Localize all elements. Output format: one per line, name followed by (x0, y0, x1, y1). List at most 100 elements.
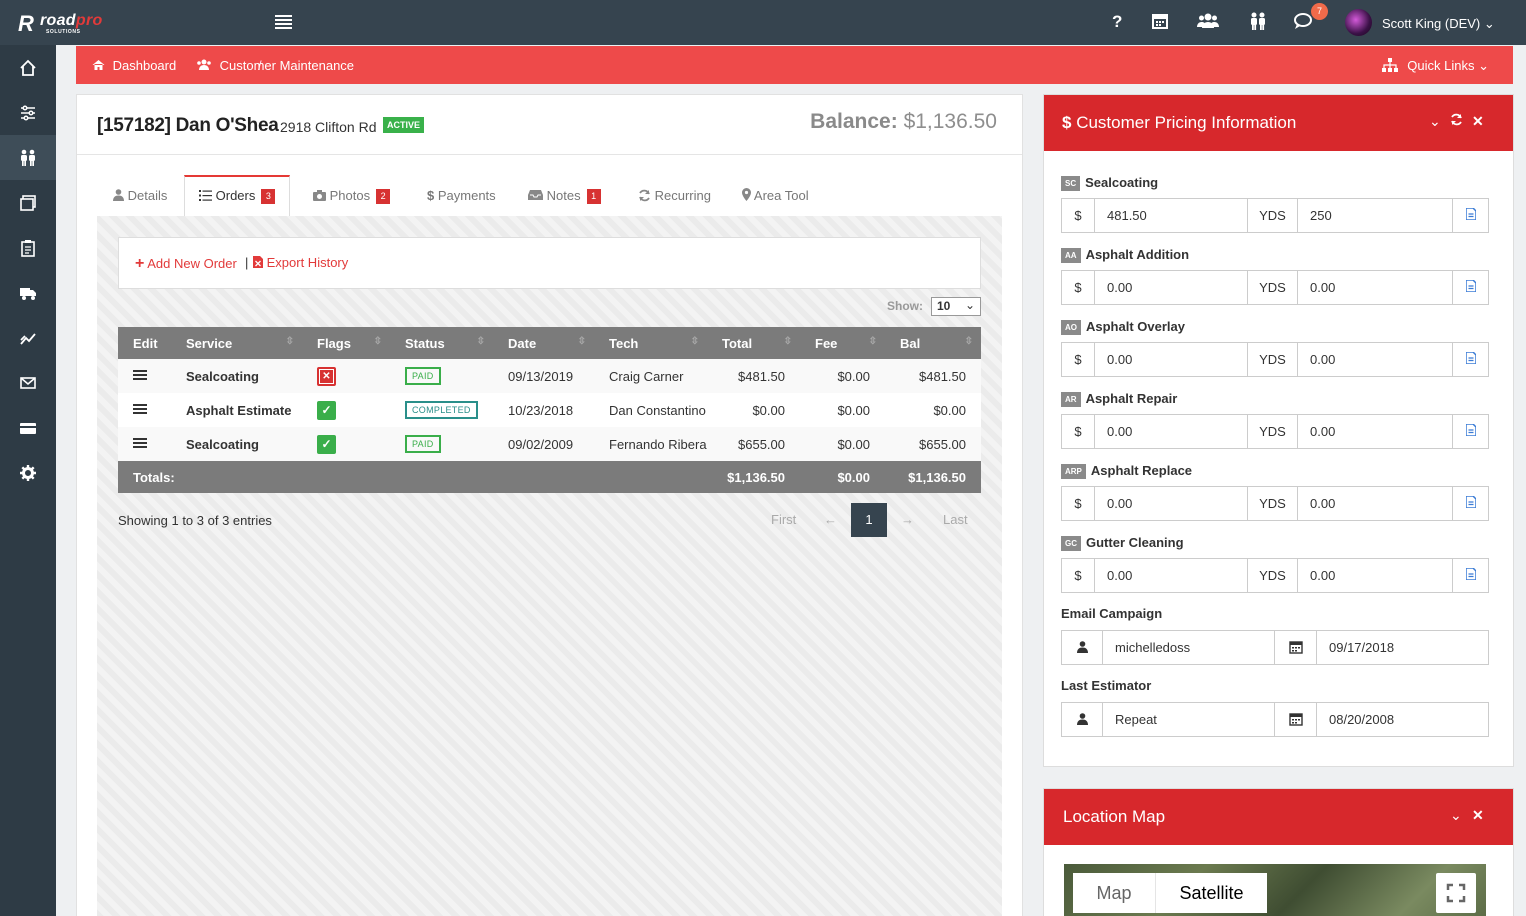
users-icon[interactable] (1197, 12, 1219, 34)
pager-page-1[interactable]: 1 (851, 503, 887, 537)
drag-handle[interactable] (118, 359, 171, 393)
drag-handle[interactable] (118, 427, 171, 461)
close-icon[interactable]: ✕ (1472, 113, 1484, 129)
breadcrumb-customer-maintenance[interactable]: Customer Maintenance (196, 58, 354, 73)
menu-icon[interactable] (133, 368, 147, 382)
column-header[interactable]: Tech ⇳ (594, 327, 707, 359)
roadpro-logo[interactable]: R roadpro SOLUTIONS (18, 11, 103, 36)
tab-notes[interactable]: Notes 1 (528, 175, 601, 216)
refresh-icon (639, 189, 650, 202)
price-field[interactable]: 0.00 (1095, 271, 1248, 304)
document-icon[interactable] (1453, 559, 1488, 592)
calendar-icon[interactable] (1275, 631, 1317, 664)
help-icon[interactable]: ? (1106, 12, 1128, 34)
table-row[interactable]: Asphalt Estimate ✓ COMPLETED 10/23/2018 … (118, 393, 981, 427)
tab-photos[interactable]: Photos 2 (313, 175, 391, 216)
quick-links-menu[interactable]: Quick Links ⌄ (1381, 58, 1489, 74)
collapse-icon[interactable]: ⌄ (1429, 113, 1441, 129)
tab-details[interactable]: Details (113, 175, 167, 216)
price-field[interactable]: 0.00 (1095, 559, 1248, 592)
collapse-icon[interactable]: ⌄ (1450, 807, 1462, 823)
price-field[interactable]: 481.50 (1095, 199, 1248, 232)
quantity-field[interactable]: 0.00 (1298, 559, 1453, 592)
pricing-input-row: $ 0.00 YDS 0.00 (1061, 414, 1489, 449)
sidebar-item-mail[interactable] (0, 360, 56, 405)
column-header[interactable]: Bal ⇳ (885, 327, 981, 359)
drag-handle[interactable] (118, 393, 171, 427)
document-icon[interactable] (1453, 415, 1488, 448)
column-header: Edit (118, 327, 171, 359)
home-icon (20, 59, 36, 76)
menu-icon[interactable] (133, 402, 147, 416)
user-icon (1062, 703, 1103, 736)
sidebar-item-clipboard[interactable] (0, 225, 56, 270)
sidebar-item-settings[interactable] (0, 450, 56, 495)
map-type-satellite-button[interactable]: Satellite (1155, 873, 1267, 913)
page-size-select[interactable]: 10 ⌄ (931, 297, 981, 316)
pager-next[interactable]: → (901, 512, 914, 527)
pager-last[interactable]: Last (943, 512, 968, 527)
sidebar-item-customers[interactable] (0, 135, 56, 180)
document-icon[interactable] (1453, 199, 1488, 232)
orders-tab-content: + Add New Order | Export History Show: 1… (97, 216, 1002, 916)
price-field[interactable]: 0.00 (1095, 343, 1248, 376)
estimator-user-field[interactable]: Repeat (1103, 703, 1275, 736)
tab-payments[interactable]: $ Payments (427, 188, 496, 203)
add-new-order-button[interactable]: + Add New Order (135, 255, 237, 272)
document-icon[interactable] (1453, 343, 1488, 376)
menu-icon[interactable] (133, 436, 147, 450)
document-icon[interactable] (1453, 487, 1488, 520)
table-row[interactable]: Sealcoating ✕ PAID 09/13/2019 Craig Carn… (118, 359, 981, 393)
tab-orders[interactable]: Orders 3 (184, 175, 291, 216)
fullscreen-icon[interactable] (1436, 873, 1476, 913)
export-history-button[interactable]: Export History (253, 255, 348, 270)
campaign-date-field[interactable]: 09/17/2018 (1329, 640, 1395, 655)
map-type-map-button[interactable]: Map (1073, 873, 1155, 913)
close-icon[interactable]: ✕ (1472, 807, 1484, 823)
tab-area-tool[interactable]: Area Tool (742, 175, 809, 216)
breadcrumb-dashboard[interactable]: Dashboard (92, 58, 176, 73)
quantity-field[interactable]: 0.00 (1298, 415, 1453, 448)
flag-x-icon[interactable]: ✕ (317, 366, 336, 386)
user-menu[interactable]: Scott King (DEV) ⌄ (1382, 16, 1495, 31)
chat-icon[interactable] (1293, 12, 1315, 34)
pager-prev[interactable]: ← (824, 512, 837, 527)
column-header[interactable]: Total ⇳ (707, 327, 800, 359)
document-icon[interactable] (1453, 271, 1488, 304)
avatar[interactable] (1345, 9, 1372, 36)
table-row[interactable]: Sealcoating ✓ PAID 09/02/2009 Fernando R… (118, 427, 981, 461)
quantity-field[interactable]: 0.00 (1298, 487, 1453, 520)
people-icon[interactable] (1247, 12, 1269, 34)
home-icon (92, 60, 105, 70)
column-header[interactable]: Flags ⇳ (302, 327, 390, 359)
sidebar-item-billing[interactable] (0, 405, 56, 450)
price-field[interactable]: 0.00 (1095, 415, 1248, 448)
column-header[interactable]: Status ⇳ (390, 327, 493, 359)
menu-icon[interactable] (275, 15, 292, 29)
list-icon (199, 190, 212, 201)
column-header[interactable]: Date ⇳ (493, 327, 594, 359)
price-field[interactable]: 0.00 (1095, 487, 1248, 520)
sidebar-item-settings-sliders[interactable] (0, 90, 56, 135)
pager-first[interactable]: First (771, 512, 797, 527)
check-icon[interactable]: ✓ (317, 400, 336, 420)
quantity-field[interactable]: 0.00 (1298, 271, 1453, 304)
tab-recurring[interactable]: Recurring (638, 175, 711, 216)
calendar-icon[interactable] (1149, 12, 1171, 34)
satellite-map[interactable]: Map Satellite (1064, 864, 1486, 916)
campaign-user-field[interactable]: michelledoss (1103, 631, 1275, 664)
quantity-field[interactable]: 0.00 (1298, 343, 1453, 376)
sidebar-item-home[interactable] (0, 45, 56, 90)
user-icon (113, 189, 124, 201)
estimator-date-field[interactable]: 08/20/2008 (1329, 712, 1395, 727)
calendar-icon[interactable] (1275, 703, 1317, 736)
refresh-icon[interactable] (1450, 113, 1463, 129)
sidebar-item-gallery[interactable] (0, 180, 56, 225)
sidebar-item-reports[interactable] (0, 315, 56, 360)
sidebar-item-trucks[interactable] (0, 270, 56, 315)
quantity-field[interactable]: 250 (1298, 199, 1453, 232)
check-icon[interactable]: ✓ (317, 434, 336, 454)
column-header[interactable]: Fee ⇳ (800, 327, 885, 359)
column-header[interactable]: Service ⇳ (171, 327, 302, 359)
customer-panel: [157182] Dan O'Shea 2918 Clifton Rd ACTI… (76, 94, 1023, 916)
